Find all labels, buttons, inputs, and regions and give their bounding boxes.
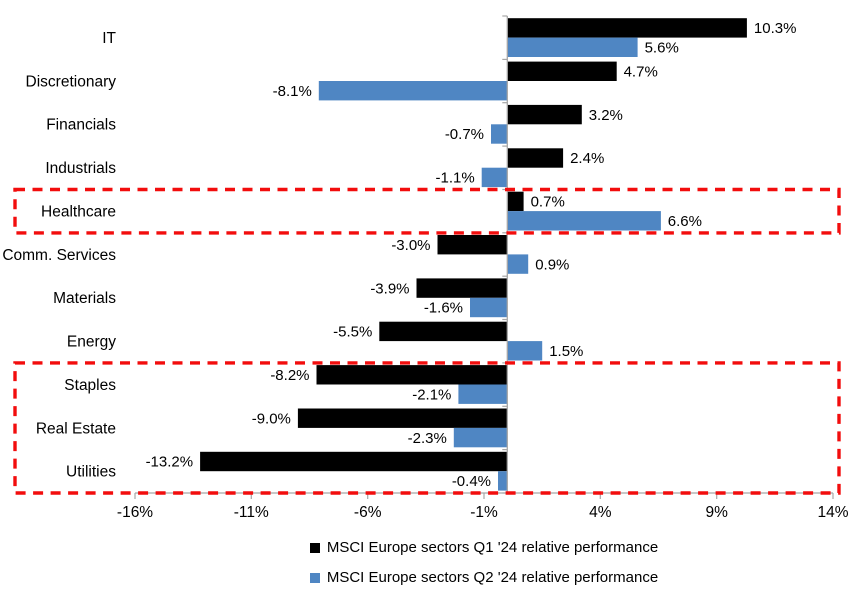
x-tick-label: 4% xyxy=(589,504,612,521)
bar-q2-healthcare xyxy=(507,211,661,231)
category-label-discretionary: Discretionary xyxy=(26,73,117,90)
bar-q2-energy xyxy=(507,341,543,361)
bar-q1-real-estate xyxy=(297,408,508,428)
value-label: -2.1% xyxy=(412,386,451,403)
value-label: 1.5% xyxy=(549,343,583,360)
value-label: -2.3% xyxy=(408,430,447,447)
value-label: -8.1% xyxy=(273,83,312,100)
bar-q2-utilities xyxy=(498,471,508,491)
bar-q1-comm-services xyxy=(437,235,508,255)
bar-q2-discretionary xyxy=(318,81,508,101)
category-label-comm-services: Comm. Services xyxy=(2,247,116,264)
value-label: 0.9% xyxy=(535,256,569,273)
bar-q1-staples xyxy=(316,365,508,385)
legend-label-q2: MSCI Europe sectors Q2 '24 relative perf… xyxy=(326,569,659,586)
value-label: 3.2% xyxy=(589,107,623,124)
category-label-staples: Staples xyxy=(64,377,116,394)
bar-q2-financials xyxy=(491,124,508,144)
x-tick-label: -1% xyxy=(470,504,498,521)
legend-swatch-q1 xyxy=(309,542,320,553)
bar-q2-real-estate xyxy=(453,427,508,448)
value-label: -1.1% xyxy=(436,170,475,187)
defensives-highlight xyxy=(13,361,841,495)
category-label-energy: Energy xyxy=(67,334,116,351)
value-label: -1.6% xyxy=(424,300,463,317)
x-tick-label: 9% xyxy=(705,504,728,521)
value-label: 4.7% xyxy=(624,64,658,81)
category-label-utilities: Utilities xyxy=(66,464,116,481)
bar-q1-financials xyxy=(507,104,582,125)
x-tick-label: -6% xyxy=(354,504,382,521)
x-tick-label: 14% xyxy=(817,504,848,521)
bar-q2-comm-services xyxy=(507,254,529,274)
legend-item-q1: MSCI Europe sectors Q1 '24 relative perf… xyxy=(309,538,659,557)
bar-q1-energy xyxy=(379,321,508,342)
value-label: -3.9% xyxy=(370,280,409,297)
category-label-materials: Materials xyxy=(53,290,116,307)
value-label: 6.6% xyxy=(668,213,702,230)
bar-q2-staples xyxy=(458,384,508,404)
category-label-healthcare: Healthcare xyxy=(41,203,116,220)
value-label: -3.0% xyxy=(391,237,430,254)
x-tick-label: -11% xyxy=(234,504,269,521)
category-label-industrials: Industrials xyxy=(45,160,116,177)
category-label-real-estate: Real Estate xyxy=(36,420,116,437)
value-label: 2.4% xyxy=(570,150,604,167)
bar-q2-industrials xyxy=(481,167,508,188)
bar-q1-utilities xyxy=(200,451,508,472)
value-label: 5.6% xyxy=(645,40,679,57)
value-label: -13.2% xyxy=(146,454,194,471)
category-label-it: IT xyxy=(102,30,116,47)
value-label: 10.3% xyxy=(754,20,797,37)
bar-q1-it xyxy=(507,18,747,38)
legend-item-q2: MSCI Europe sectors Q2 '24 relative perf… xyxy=(309,568,659,587)
bar-q2-it xyxy=(507,37,638,57)
chart-legend: MSCI Europe sectors Q1 '24 relative perf… xyxy=(135,538,833,587)
category-label-financials: Financials xyxy=(46,117,116,134)
value-label: -0.7% xyxy=(445,126,484,143)
value-label: -9.0% xyxy=(252,410,291,427)
value-label: -8.2% xyxy=(270,367,309,384)
x-tick-label: -16% xyxy=(117,504,153,521)
bar-q1-industrials xyxy=(507,148,564,168)
value-label: 0.7% xyxy=(531,194,565,211)
legend-label-q1: MSCI Europe sectors Q1 '24 relative perf… xyxy=(326,539,659,556)
bar-q2-materials xyxy=(470,297,508,318)
bar-q1-discretionary xyxy=(507,61,617,81)
value-label: -5.5% xyxy=(333,324,372,341)
healthcare-highlight xyxy=(13,187,841,235)
value-label: -0.4% xyxy=(452,473,491,490)
legend-swatch-q2 xyxy=(309,572,320,583)
bar-q1-materials xyxy=(416,278,508,298)
bar-q1-healthcare xyxy=(507,191,524,212)
